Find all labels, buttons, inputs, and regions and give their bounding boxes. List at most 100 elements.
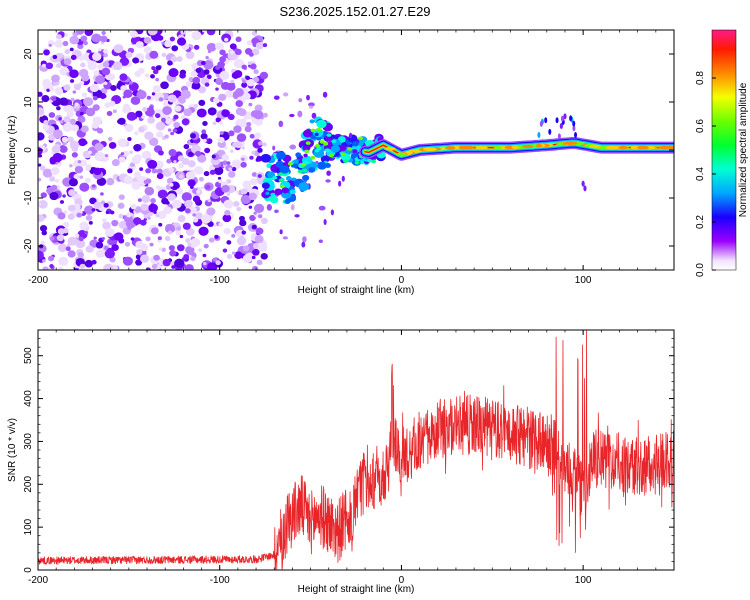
heatmap-noise-blob	[228, 171, 236, 178]
heatmap-noise-blob	[259, 71, 269, 80]
heatmap-noise-blob	[231, 251, 236, 255]
heatmap-noise-blob	[240, 161, 247, 168]
heatmap-ridge-speckle	[636, 145, 649, 150]
heatmap-noise-blob	[248, 102, 253, 107]
heatmap-noise-blob	[119, 73, 128, 81]
heatmap-noise-blob	[168, 167, 175, 173]
heatmap-noise-blob	[192, 217, 199, 223]
heatmap-noise-blob	[69, 140, 80, 150]
heatmap-noise-blob	[70, 79, 75, 83]
heatmap-ridge-speckle	[475, 145, 488, 150]
heatmap-noise-blob	[167, 60, 173, 66]
snr-y-tick-label: 500	[23, 347, 34, 364]
heatmap-outlier-blob	[338, 180, 342, 187]
heatmap-noise-blob	[141, 195, 151, 204]
heatmap-noise-blob	[117, 202, 125, 209]
heatmap-noise-blob	[211, 154, 216, 159]
heatmap-noise-blob	[65, 246, 71, 252]
heatmap-noise-blob	[170, 154, 180, 164]
heatmap-noise-blob	[245, 252, 254, 260]
heatmap-noise-blob	[193, 44, 200, 50]
heatmap-noise-blob	[202, 138, 207, 143]
heatmap-sparse-blob	[263, 112, 268, 118]
heatmap-outlier-blob	[348, 132, 353, 139]
heatmap-noise-blob	[185, 81, 193, 87]
heatmap-noise-blob	[239, 219, 247, 227]
spectrogram-x-tick-label: -200	[28, 275, 48, 286]
heatmap-outlier-blob	[341, 175, 345, 182]
heatmap-noise-blob	[67, 204, 76, 212]
heatmap-noise-blob	[103, 53, 108, 58]
heatmap-strong-blob	[326, 133, 332, 137]
heatmap-noise-blob	[74, 165, 84, 174]
heatmap-sparse-blob	[322, 91, 328, 98]
heatmap-noise-blob	[125, 51, 133, 59]
heatmap-noise-blob	[168, 245, 175, 251]
heatmap-noise-blob	[218, 222, 224, 227]
heatmap-noise-blob	[103, 263, 114, 270]
heatmap-noise-blob	[146, 95, 152, 100]
heatmap-noise-blob	[102, 221, 111, 230]
heatmap-noise-blob	[193, 104, 199, 108]
heatmap-noise-blob	[185, 171, 196, 180]
heatmap-noise-blob	[205, 55, 209, 60]
heatmap-noise-blob	[49, 87, 55, 92]
colorbar-tick-label: 0.4	[695, 167, 706, 181]
heatmap-strong-blob	[314, 143, 320, 148]
heatmap-noise-blob	[143, 179, 149, 185]
heatmap-noise-blob	[164, 134, 169, 139]
heatmap-noise-blob	[249, 214, 256, 221]
heatmap-noise-blob	[79, 175, 84, 179]
heatmap-noise-blob	[255, 41, 264, 50]
heatmap-turbulent-blob	[314, 132, 319, 137]
heatmap-noise-blob	[38, 250, 44, 260]
heatmap-noise-blob	[195, 68, 202, 73]
heatmap-noise-blob	[233, 58, 245, 69]
heatmap-noise-blob	[52, 129, 63, 139]
heatmap-ridge-speckle	[522, 144, 534, 149]
heatmap-noise-blob	[190, 70, 198, 77]
heatmap-noise-blob	[233, 125, 242, 134]
heatmap-noise-blob	[118, 156, 126, 163]
heatmap-strong-blob	[371, 159, 377, 164]
heatmap-noise-blob	[234, 48, 242, 56]
heatmap-spike-blob	[572, 120, 576, 127]
heatmap-ridge-speckle	[588, 144, 601, 149]
heatmap-noise-blob	[43, 49, 50, 56]
heatmap-noise-blob	[41, 95, 50, 103]
heatmap-noise-blob	[133, 217, 142, 225]
heatmap-noise-blob	[190, 256, 196, 262]
heatmap-noise-blob	[253, 211, 257, 215]
heatmap-noise-blob	[110, 84, 117, 92]
heatmap-turbulent-blob	[352, 141, 359, 147]
heatmap-noise-blob	[226, 240, 232, 245]
heatmap-noise-blob	[207, 221, 214, 228]
heatmap-noise-blob	[105, 210, 110, 215]
heatmap-noise-blob	[170, 56, 178, 63]
heatmap-noise-blob	[137, 198, 142, 202]
heatmap-outlier-blob	[583, 185, 587, 192]
heatmap-sparse-blob	[306, 94, 310, 101]
heatmap-noise-blob	[231, 82, 235, 87]
heatmap-noise-blob	[195, 150, 202, 157]
snr-y-tick-label: 400	[23, 390, 34, 407]
heatmap-noise-blob	[75, 233, 80, 238]
heatmap-noise-blob	[63, 210, 68, 215]
heatmap-noise-blob	[206, 74, 212, 80]
heatmap-turbulent-blob	[330, 145, 340, 153]
heatmap-noise-blob	[93, 236, 97, 240]
heatmap-noise-blob	[219, 70, 230, 80]
heatmap-sparse-blob	[282, 236, 288, 240]
heatmap-noise-blob	[219, 131, 224, 135]
heatmap-noise-blob	[174, 258, 185, 269]
heatmap-sparse-blob	[318, 239, 323, 243]
heatmap-noise-blob	[164, 223, 176, 234]
heatmap-turbulent-blob	[284, 198, 291, 204]
heatmap-noise-blob	[84, 177, 91, 184]
heatmap-noise-blob	[177, 37, 187, 46]
heatmap-noise-blob	[246, 78, 255, 87]
heatmap-noise-blob	[106, 177, 115, 186]
heatmap-noise-blob	[61, 136, 69, 143]
heatmap-noise-blob	[118, 80, 122, 84]
heatmap-noise-blob	[129, 150, 133, 154]
